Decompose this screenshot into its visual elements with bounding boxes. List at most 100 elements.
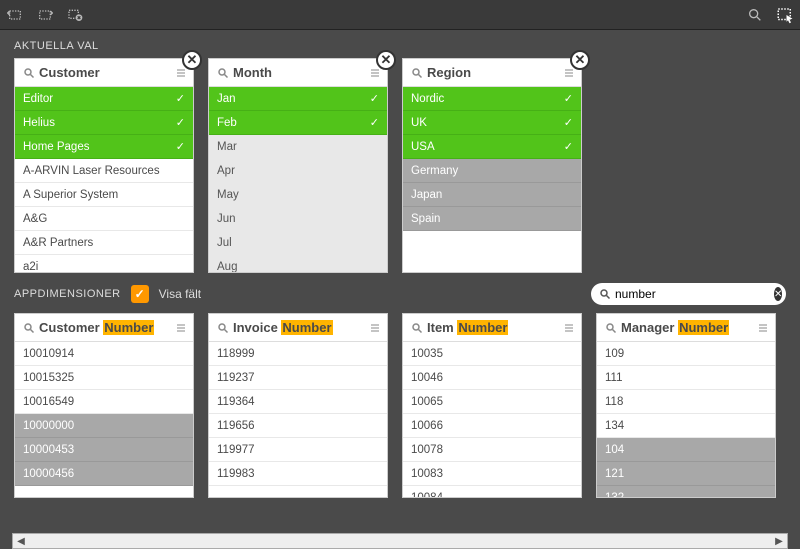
horizontal-scrollbar[interactable]: ◀ ▶ (12, 533, 788, 549)
list-item[interactable]: 10066 (403, 414, 581, 438)
card-title: Item Number (427, 320, 559, 335)
card-list: 109111118134104121132 (597, 342, 775, 497)
card-menu-icon[interactable] (175, 67, 185, 79)
list-item[interactable]: Germany (403, 159, 581, 183)
list-item[interactable]: 119656 (209, 414, 387, 438)
list-item[interactable]: Editor (15, 87, 193, 111)
clear-selections-icon[interactable] (66, 6, 84, 24)
card-list: JanFebMarAprMayJunJulAug (209, 87, 387, 272)
card-title: Month (233, 65, 365, 80)
list-item[interactable]: a2i (15, 255, 193, 272)
card-header: Manager Number (597, 314, 775, 342)
card-menu-icon[interactable] (757, 322, 767, 334)
card-header: Customer (15, 59, 193, 87)
close-card-button[interactable]: ✕ (570, 50, 590, 70)
list-item[interactable]: Japan (403, 183, 581, 207)
card-menu-icon[interactable] (563, 67, 573, 79)
list-item[interactable]: 10046 (403, 366, 581, 390)
list-item[interactable]: 119983 (209, 462, 387, 486)
close-card-button[interactable]: ✕ (182, 50, 202, 70)
list-item[interactable]: 10084 (403, 486, 581, 497)
global-search-icon[interactable] (746, 6, 764, 24)
selections-row: ✕CustomerEditorHeliusHome PagesA-ARVIN L… (0, 58, 800, 273)
selection-card-2: ✕RegionNordicUKUSAGermanyJapanSpain (402, 58, 582, 273)
scroll-track[interactable] (29, 534, 771, 548)
list-item[interactable]: Aug (209, 255, 387, 272)
list-item[interactable]: 10078 (403, 438, 581, 462)
selections-tool-icon[interactable] (776, 6, 794, 24)
dimension-card-0: Customer Number1001091410015325100165491… (14, 313, 194, 498)
list-item[interactable]: 111 (597, 366, 775, 390)
step-back-icon[interactable] (6, 6, 24, 24)
show-fields-label: Visa fält (159, 287, 201, 301)
list-item[interactable]: 118999 (209, 342, 387, 366)
list-item[interactable]: UK (403, 111, 581, 135)
list-item[interactable]: 10065 (403, 390, 581, 414)
list-item[interactable]: 109 (597, 342, 775, 366)
list-item[interactable]: 10015325 (15, 366, 193, 390)
dimensions-row: Customer Number1001091410015325100165491… (0, 313, 800, 498)
list-item[interactable]: 119364 (209, 390, 387, 414)
dimensions-section-label: APPDIMENSIONER (14, 288, 121, 300)
list-item[interactable]: 119237 (209, 366, 387, 390)
list-item[interactable]: 10083 (403, 462, 581, 486)
list-item[interactable]: A Superior System (15, 183, 193, 207)
card-menu-icon[interactable] (369, 322, 379, 334)
list-item[interactable]: 134 (597, 414, 775, 438)
list-item[interactable]: May (209, 183, 387, 207)
list-item[interactable]: Jul (209, 231, 387, 255)
scroll-left-arrow[interactable]: ◀ (13, 534, 29, 548)
list-item[interactable]: A&G (15, 207, 193, 231)
dimension-search-box[interactable]: ✕ (591, 283, 786, 305)
clear-search-icon[interactable]: ✕ (774, 287, 782, 301)
card-header: Customer Number (15, 314, 193, 342)
card-header: Month (209, 59, 387, 87)
list-item[interactable]: 10000453 (15, 438, 193, 462)
list-item[interactable]: Mar (209, 135, 387, 159)
list-item[interactable]: A&R Partners (15, 231, 193, 255)
card-header: Item Number (403, 314, 581, 342)
list-item[interactable]: Jan (209, 87, 387, 111)
list-item[interactable]: 132 (597, 486, 775, 497)
list-item[interactable]: Apr (209, 159, 387, 183)
card-title: Manager Number (621, 320, 753, 335)
list-item[interactable]: A-ARVIN Laser Resources (15, 159, 193, 183)
card-list: 118999119237119364119656119977119983 (209, 342, 387, 497)
list-item[interactable]: 10000456 (15, 462, 193, 486)
list-item[interactable]: 10035 (403, 342, 581, 366)
list-item[interactable]: 10000000 (15, 414, 193, 438)
list-item[interactable]: Feb (209, 111, 387, 135)
list-item[interactable]: Spain (403, 207, 581, 231)
list-item[interactable]: Jun (209, 207, 387, 231)
dimension-card-1: Invoice Number11899911923711936411965611… (208, 313, 388, 498)
card-menu-icon[interactable] (563, 322, 573, 334)
list-item[interactable]: 104 (597, 438, 775, 462)
search-icon[interactable] (411, 322, 423, 334)
search-icon[interactable] (217, 67, 229, 79)
card-menu-icon[interactable] (175, 322, 185, 334)
search-icon[interactable] (23, 322, 35, 334)
scroll-right-arrow[interactable]: ▶ (771, 534, 787, 548)
search-icon[interactable] (23, 67, 35, 79)
card-title: Customer (39, 65, 171, 80)
list-item[interactable]: 10010914 (15, 342, 193, 366)
list-item[interactable]: Home Pages (15, 135, 193, 159)
step-forward-icon[interactable] (36, 6, 54, 24)
list-item[interactable]: 118 (597, 390, 775, 414)
close-card-button[interactable]: ✕ (376, 50, 396, 70)
search-icon[interactable] (605, 322, 617, 334)
list-item[interactable]: USA (403, 135, 581, 159)
list-item[interactable]: 119977 (209, 438, 387, 462)
card-menu-icon[interactable] (369, 67, 379, 79)
list-item[interactable]: Nordic (403, 87, 581, 111)
list-item[interactable]: Helius (15, 111, 193, 135)
search-icon[interactable] (411, 67, 423, 79)
dimension-search-input[interactable] (615, 287, 770, 301)
search-icon[interactable] (217, 322, 229, 334)
list-item[interactable]: 10016549 (15, 390, 193, 414)
dimensions-header-row: APPDIMENSIONER ✓ Visa fält ✕ (0, 273, 800, 313)
search-icon (599, 288, 611, 300)
card-title: Invoice Number (233, 320, 365, 335)
list-item[interactable]: 121 (597, 462, 775, 486)
show-fields-checkbox[interactable]: ✓ (131, 285, 149, 303)
